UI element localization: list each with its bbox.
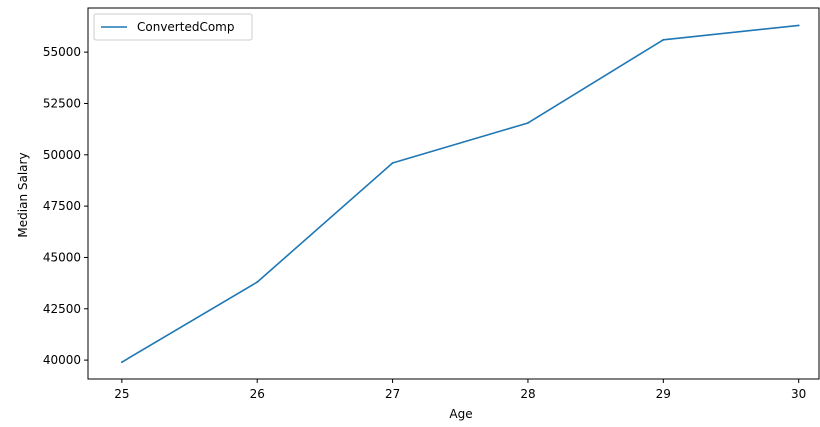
y-tick-label: 55000 <box>43 45 81 59</box>
x-axis-label: Age <box>449 407 472 421</box>
y-tick-label: 47500 <box>43 199 81 213</box>
legend: ConvertedComp <box>93 13 253 41</box>
y-tick-label: 42500 <box>43 302 81 316</box>
data-point <box>527 122 529 124</box>
x-tick-label: 25 <box>114 387 129 401</box>
legend-frame <box>93 13 253 41</box>
data-point <box>391 162 394 164</box>
data-point <box>120 361 123 364</box>
y-tick-label: 50000 <box>43 148 81 162</box>
y-tick-label: 52500 <box>43 96 81 110</box>
y-tick-label: 45000 <box>43 250 81 264</box>
legend-label: ConvertedComp <box>137 20 234 34</box>
series-line-0 <box>121 24 799 363</box>
data-point <box>797 24 800 27</box>
x-tick-label: 28 <box>520 387 535 401</box>
x-tick-label: 29 <box>656 387 671 401</box>
x-tick-label: 30 <box>791 387 806 401</box>
y-tick-label: 40000 <box>43 353 81 367</box>
plot-frame <box>87 7 820 380</box>
x-tick-label: 27 <box>385 387 400 401</box>
y-axis-label: Median Salary <box>16 152 30 237</box>
data-point <box>662 38 665 41</box>
data-point <box>256 281 259 283</box>
x-tick-label: 26 <box>250 387 265 401</box>
